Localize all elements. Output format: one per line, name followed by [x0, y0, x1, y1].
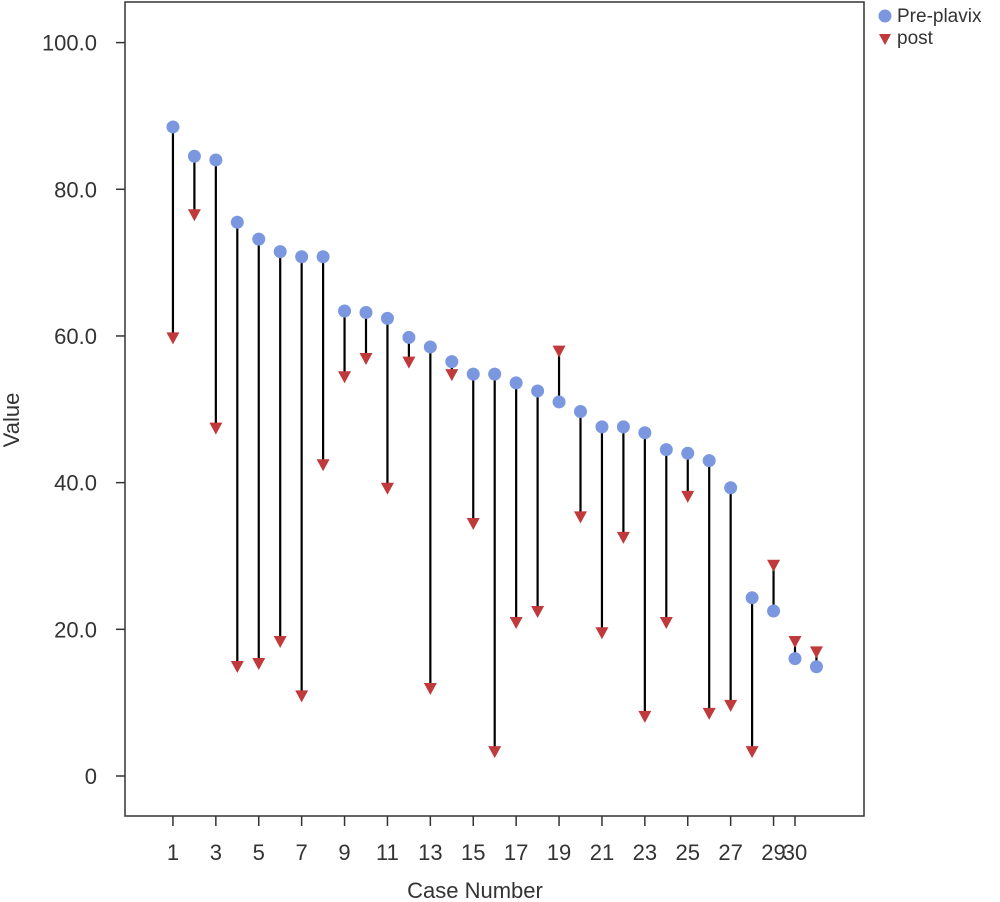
x-tick-label: 29: [761, 840, 785, 865]
post-point: [338, 371, 352, 384]
x-tick-label: 3: [210, 840, 222, 865]
y-tick-label: 80.0: [54, 177, 97, 202]
pre-plavix-point: [767, 604, 781, 618]
y-tick-label: 20.0: [54, 617, 97, 642]
pre-plavix-point: [681, 446, 695, 460]
post-point: [574, 511, 587, 524]
x-tick-label: 7: [296, 840, 308, 865]
x-tick-label: 17: [504, 840, 528, 865]
pre-plavix-point: [638, 426, 652, 440]
post-point: [445, 369, 459, 382]
pre-plavix-point: [209, 153, 223, 167]
pre-plavix-point: [230, 215, 244, 229]
markers: [166, 120, 823, 759]
y-tick-label: 100.0: [42, 31, 97, 56]
pre-plavix-point: [273, 245, 287, 259]
x-tick-label: 9: [338, 840, 350, 865]
pre-plavix-point: [295, 250, 309, 264]
legend-pre-plavix-marker: [878, 9, 892, 23]
post-point: [788, 636, 802, 649]
post-point: [488, 746, 502, 759]
pre-plavix-point: [724, 481, 738, 495]
post-point: [230, 660, 244, 673]
x-tick-label: 13: [418, 840, 442, 865]
post-point: [595, 627, 609, 640]
pre-plavix-point: [423, 340, 437, 354]
connector-lines: [171, 126, 818, 752]
y-axis: 100.0 80.0 60.0 40.0 20.0 0: [42, 31, 125, 789]
post-point: [702, 707, 716, 720]
y-tick-label: 0: [85, 764, 97, 789]
post-point: [681, 490, 695, 503]
post-point: [616, 531, 630, 544]
post-point: [252, 658, 266, 671]
pre-plavix-point: [338, 304, 352, 318]
pre-plavix-point: [659, 443, 673, 457]
post-point: [509, 616, 523, 629]
post-point: [209, 422, 223, 435]
pre-plavix-point: [531, 384, 545, 398]
x-tick-label: 11: [376, 840, 399, 865]
x-tick-label: 27: [718, 840, 742, 865]
post-point: [767, 559, 781, 572]
post-point: [295, 690, 309, 703]
legend-post-marker: [879, 34, 891, 45]
x-tick-label: 21: [590, 840, 614, 865]
post-point: [423, 682, 437, 695]
post-point: [638, 710, 652, 723]
post-point: [809, 646, 823, 659]
post-point: [659, 616, 673, 629]
pre-plavix-point: [552, 395, 566, 409]
x-tick-label: 23: [633, 840, 657, 865]
x-tick-label: 15: [461, 840, 485, 865]
pre-plavix-point: [359, 305, 373, 319]
pre-plavix-point: [788, 652, 802, 666]
pre-plavix-point: [616, 420, 630, 434]
post-point: [380, 482, 394, 495]
x-tick-label: 19: [547, 840, 571, 865]
pre-plavix-point: [402, 330, 416, 344]
post-point: [531, 605, 545, 618]
y-axis-label: Value: [0, 393, 24, 448]
post-point: [273, 636, 287, 649]
x-tick-label: 1: [167, 840, 179, 865]
pre-plavix-point: [166, 120, 180, 134]
legend: Pre-plavix post: [878, 6, 982, 49]
pre-plavix-point: [445, 355, 459, 369]
pre-plavix-point: [574, 405, 587, 419]
pre-plavix-point: [809, 660, 823, 674]
plot-frame: [124, 1, 865, 817]
post-point: [316, 459, 330, 472]
pre-plavix-point: [380, 311, 394, 325]
post-point: [187, 209, 201, 222]
pre-plavix-point: [745, 591, 759, 605]
post-point: [745, 746, 759, 759]
legend-post-label: post: [897, 28, 934, 49]
x-axis-label: Case Number: [407, 878, 543, 902]
post-point: [166, 332, 180, 345]
pre-plavix-point: [252, 232, 266, 246]
post-point: [466, 517, 480, 530]
x-tick-label: 30: [783, 840, 807, 865]
pre-plavix-point: [187, 149, 201, 163]
legend-pre-plavix-label: Pre-plavix: [897, 6, 982, 27]
y-tick-label: 40.0: [54, 471, 97, 496]
pre-plavix-point: [702, 454, 716, 468]
pre-plavix-point: [316, 250, 330, 264]
post-point: [724, 699, 738, 712]
pre-plavix-point: [595, 420, 609, 434]
x-tick-label: 5: [253, 840, 265, 865]
post-point: [552, 345, 566, 358]
pre-plavix-point: [466, 367, 480, 381]
pre-plavix-point: [488, 367, 502, 381]
y-tick-label: 60.0: [54, 324, 97, 349]
x-tick-label: 25: [676, 840, 700, 865]
post-point: [402, 356, 416, 369]
pre-plavix-point: [509, 376, 523, 390]
post-point: [359, 352, 373, 365]
